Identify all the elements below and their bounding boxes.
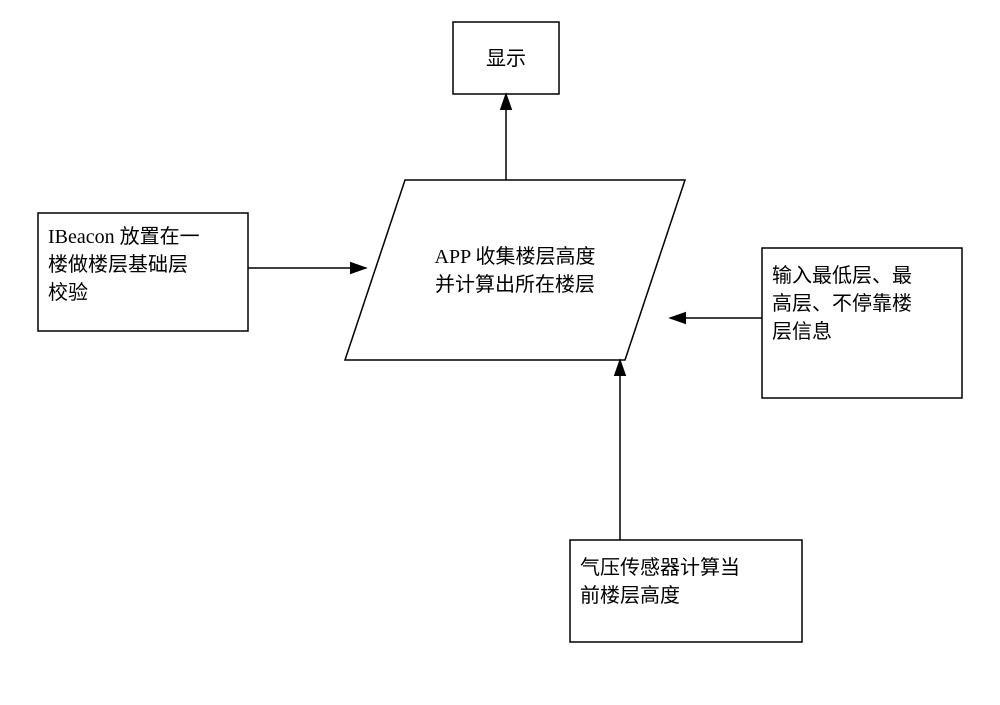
node-input-line: 高层、不停靠楼 bbox=[772, 292, 912, 315]
node-ibeacon-line: IBeacon 放置在一 bbox=[48, 225, 200, 248]
node-app-line: 并计算出所在楼层 bbox=[435, 273, 595, 296]
node-sensor-line: 前楼层高度 bbox=[580, 584, 680, 607]
node-input-line: 层信息 bbox=[772, 320, 832, 343]
node-input-line: 输入最低层、最 bbox=[772, 264, 912, 287]
node-app-line: APP 收集楼层高度 bbox=[435, 245, 596, 268]
node-display-line: 显示 bbox=[486, 48, 526, 70]
node-sensor-line: 气压传感器计算当 bbox=[580, 556, 740, 579]
node-ibeacon-line: 楼做楼层基础层 bbox=[48, 253, 188, 276]
node-ibeacon-line: 校验 bbox=[48, 281, 88, 304]
